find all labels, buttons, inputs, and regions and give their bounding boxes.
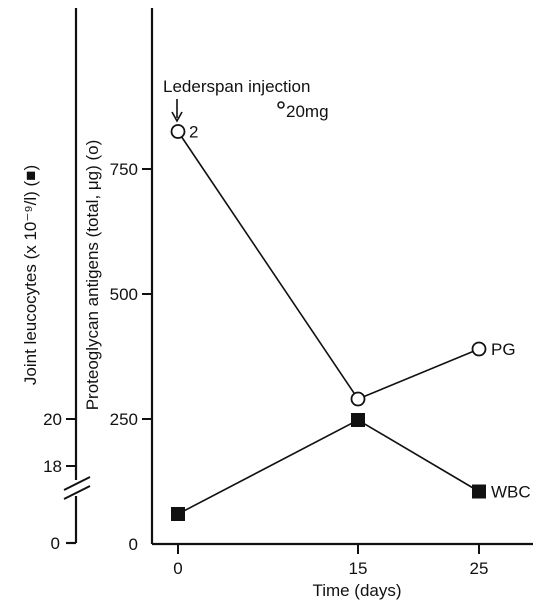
left-axis-title: Joint leucocytes (x 10⁻⁹/l) (■) bbox=[21, 165, 40, 385]
y-tick-label-750: 750 bbox=[110, 160, 138, 179]
series-line-pg bbox=[177, 131, 480, 400]
degree-icon bbox=[277, 101, 285, 109]
x-axis-title: Time (days) bbox=[312, 581, 401, 600]
left-tick-label-0: 0 bbox=[51, 534, 60, 553]
data-point-wbc-0 bbox=[171, 507, 185, 521]
data-point-wbc-25 bbox=[472, 484, 486, 499]
series-name-pg: PG bbox=[491, 340, 516, 359]
x-ticks: 0 15 25 bbox=[173, 544, 488, 578]
x-tick-label-25: 25 bbox=[470, 559, 489, 578]
data-point-pg-0 bbox=[170, 124, 186, 139]
y-tick-label-250: 250 bbox=[110, 410, 138, 429]
x-tick-label-15: 15 bbox=[349, 559, 368, 578]
left-tick-label-18: 18 bbox=[43, 457, 62, 476]
data-point-pg-15 bbox=[350, 391, 366, 407]
series-layer: 2 PG WBC bbox=[170, 123, 531, 521]
y-tick-label-0: 0 bbox=[129, 535, 138, 554]
series-line-wbc bbox=[177, 419, 480, 515]
y-tick-label-500: 500 bbox=[110, 285, 138, 304]
arrow-down-icon bbox=[171, 99, 183, 123]
point-label-pg-0: 2 bbox=[189, 123, 198, 142]
left-tick-label-20: 20 bbox=[43, 410, 62, 429]
injection-annotation: Lederspan injection bbox=[163, 77, 310, 96]
axis-break-icon bbox=[63, 476, 91, 500]
x-tick-label-0: 0 bbox=[173, 559, 182, 578]
series-name-wbc: WBC bbox=[491, 483, 531, 502]
y-ticks: 0 250 500 750 bbox=[110, 160, 152, 554]
data-point-pg-25 bbox=[471, 341, 487, 357]
dose-annotation: 20mg bbox=[286, 102, 329, 121]
y-axis-title: Proteoglycan antigens (total, μg) (o) bbox=[83, 140, 102, 411]
data-point-wbc-15 bbox=[351, 413, 365, 427]
